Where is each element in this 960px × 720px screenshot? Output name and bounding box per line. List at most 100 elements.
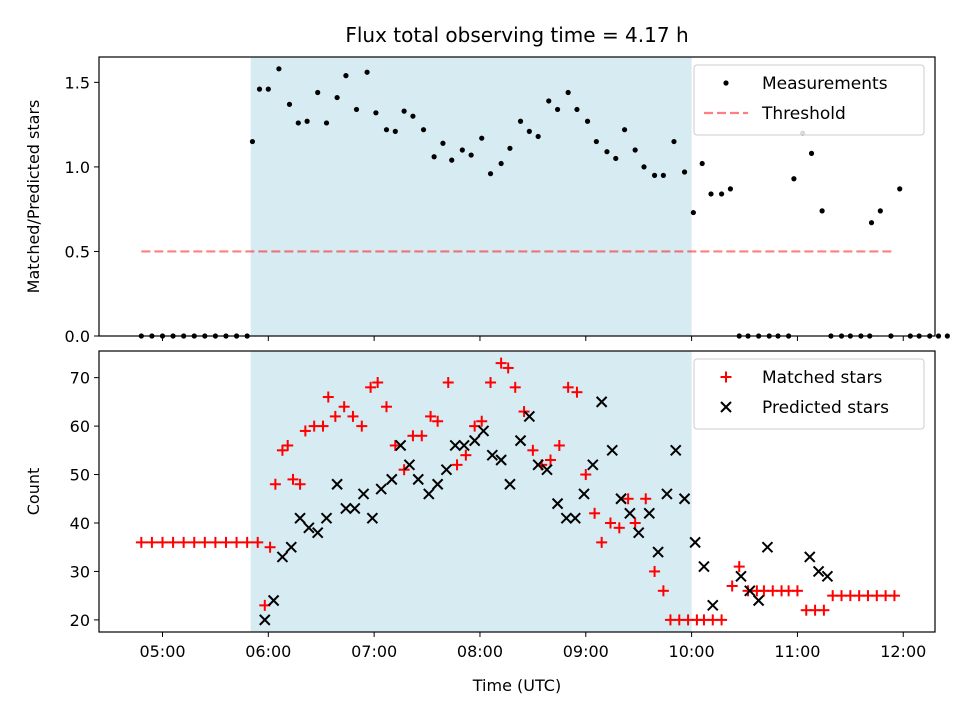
y-tick-label: 30 xyxy=(70,562,90,581)
measurement-point xyxy=(315,89,321,96)
matched-star-point xyxy=(287,473,299,485)
predicted-star-point xyxy=(449,439,461,452)
matched-star-point xyxy=(527,444,539,456)
matched-star-point xyxy=(888,590,900,602)
matched-star-point xyxy=(451,459,463,471)
matched-star-point xyxy=(156,536,168,548)
y-axis-label: Matched/Predicted stars xyxy=(24,100,43,294)
predicted-star-point xyxy=(431,478,444,490)
predicted-star-mark xyxy=(707,599,719,612)
legend: Measurements Threshold xyxy=(693,64,925,136)
legend: Matched stars Predicted stars xyxy=(693,358,925,430)
matched-star-point xyxy=(509,381,521,393)
measurement-point xyxy=(420,127,427,133)
matched-star-point xyxy=(322,391,334,403)
predicted-star-point xyxy=(486,449,499,461)
predicted-star-mark xyxy=(403,459,416,471)
predicted-star-mark xyxy=(632,526,645,539)
predicted-star-mark xyxy=(386,473,398,486)
matched-star-point xyxy=(629,517,641,529)
measurement-point xyxy=(479,135,485,141)
predicted-star-point xyxy=(560,512,573,524)
predicted-star-point xyxy=(375,483,387,495)
predicted-star-point xyxy=(812,565,825,578)
predicted-star-mark xyxy=(267,594,280,607)
measurement-point xyxy=(392,128,398,134)
measurement-point xyxy=(593,138,599,145)
ratio-panel: 0.0 0.5 1.0 1.5 Matched/Predicted stars Measu… xyxy=(24,56,950,346)
predicted-star-point xyxy=(440,463,453,476)
predicted-star-point xyxy=(744,585,756,597)
predicted-star-point xyxy=(423,488,435,500)
matched-star-point xyxy=(442,376,454,388)
predicted-star-mark xyxy=(303,522,315,534)
measurement-point xyxy=(690,209,696,216)
legend-measurement-marker xyxy=(723,80,729,86)
measurement-point xyxy=(440,140,446,146)
matched-star-point xyxy=(502,362,514,374)
matched-star-point xyxy=(365,381,377,393)
measurement-point xyxy=(718,191,725,197)
predicted-star-mark xyxy=(541,463,553,476)
measurement-point xyxy=(819,208,825,214)
predicted-star-mark xyxy=(514,434,527,447)
matched-star-point xyxy=(380,401,392,413)
measurement-point xyxy=(671,138,677,145)
matched-star-point xyxy=(818,604,830,616)
y-tick-label: 70 xyxy=(70,369,90,388)
predicted-star-point xyxy=(340,502,352,515)
predicted-star-point xyxy=(643,507,655,520)
predicted-star-mark xyxy=(340,502,352,515)
matched-star-point xyxy=(571,386,583,398)
matched-star-point xyxy=(220,536,232,548)
predicted-star-mark xyxy=(678,493,691,505)
predicted-star-point xyxy=(670,444,682,457)
x-tick-label: 11:00 xyxy=(774,642,820,661)
measurement-point xyxy=(651,172,658,178)
predicted-star-mark xyxy=(624,507,636,520)
matched-star-point xyxy=(209,536,221,548)
x-tick-label: 10:00 xyxy=(669,642,715,661)
predicted-star-mark xyxy=(551,497,564,510)
predicted-star-mark xyxy=(587,459,599,471)
measurement-point xyxy=(681,169,688,175)
chart-title: Flux total observing time = 4.17 h xyxy=(345,23,688,47)
predicted-star-mark xyxy=(661,488,673,500)
predicted-star-mark xyxy=(532,459,544,471)
legend-predicted-marker xyxy=(720,401,732,413)
measurement-point xyxy=(276,66,282,72)
x-tick-label: 09:00 xyxy=(563,642,609,661)
matched-star-point xyxy=(545,454,557,466)
matched-star-point xyxy=(299,425,311,437)
matched-star-point xyxy=(416,430,428,442)
measurement-point xyxy=(554,106,561,113)
matched-star-point xyxy=(252,536,264,548)
matched-star-point xyxy=(657,585,669,597)
predicted-star-mark xyxy=(259,614,271,626)
measurement-point xyxy=(334,94,340,101)
predicted-star-point xyxy=(632,526,645,539)
predicted-star-point xyxy=(504,478,516,490)
measurement-point xyxy=(364,69,370,75)
matched-star-point xyxy=(733,561,745,573)
matched-star-point xyxy=(596,536,608,548)
predicted-star-point xyxy=(606,444,618,457)
predicted-star-point xyxy=(458,439,470,452)
predicted-star-mark xyxy=(320,512,333,524)
predicted-star-mark xyxy=(486,449,499,461)
matched-star-point xyxy=(580,469,592,481)
predicted-star-mark xyxy=(812,565,825,578)
predicted-star-point xyxy=(541,463,553,476)
predicted-star-mark xyxy=(744,585,756,597)
measurement-point xyxy=(401,108,407,114)
measurement-point xyxy=(935,333,942,339)
measurement-point xyxy=(897,186,903,192)
predicted-star-mark xyxy=(615,493,627,505)
predicted-star-mark xyxy=(752,594,765,607)
predicted-star-mark xyxy=(431,478,444,490)
predicted-star-point xyxy=(311,526,324,539)
predicted-star-point xyxy=(394,439,407,452)
matched-star-point xyxy=(264,541,276,553)
measurement-point xyxy=(565,89,571,96)
predicted-star-point xyxy=(366,512,379,524)
